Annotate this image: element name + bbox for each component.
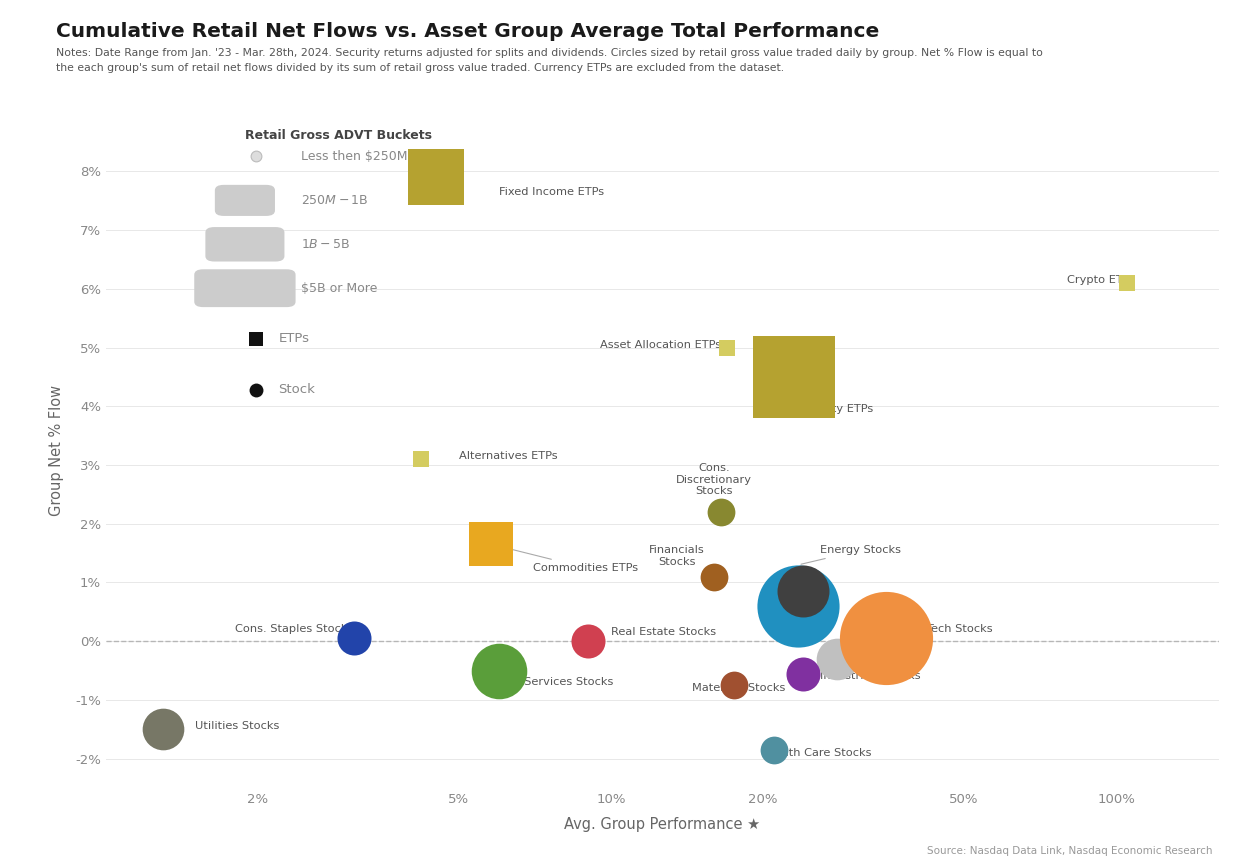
Text: Commodities ETPs: Commodities ETPs [494, 545, 638, 572]
Point [718, 340, 738, 354]
Point [764, 743, 784, 757]
Point [724, 678, 744, 692]
Text: Notes: Date Range from Jan. '23 - Mar. 28th, 2024. Security returns adjusted for: Notes: Date Range from Jan. '23 - Mar. 2… [56, 48, 1042, 58]
Text: Energy Stocks: Energy Stocks [801, 545, 902, 565]
Point [481, 538, 501, 552]
Point [411, 452, 430, 466]
X-axis label: Avg. Group Performance ★: Avg. Group Performance ★ [565, 817, 760, 832]
Point [710, 505, 730, 519]
Point [784, 370, 804, 384]
Text: Comm. Services Stocks: Comm. Services Stocks [480, 677, 613, 688]
FancyBboxPatch shape [205, 227, 285, 262]
Text: the each group's sum of retail net flows divided by its sum of retail gross valu: the each group's sum of retail net flows… [56, 63, 784, 74]
Text: $5B or More: $5B or More [301, 281, 377, 294]
Text: Real Estate Stocks: Real Estate Stocks [611, 627, 717, 637]
Text: Materials Stocks: Materials Stocks [693, 683, 786, 693]
Point [345, 631, 364, 645]
Point [425, 171, 445, 184]
FancyBboxPatch shape [194, 269, 296, 307]
Point [704, 570, 724, 584]
Text: Crypto ETPs: Crypto ETPs [1067, 275, 1136, 285]
Point [577, 634, 597, 648]
Text: $1B - $5B: $1B - $5B [301, 238, 350, 251]
Text: Health Care Stocks: Health Care Stocks [763, 747, 872, 758]
Text: Cons.
Discretionary
Stocks: Cons. Discretionary Stocks [675, 463, 751, 509]
Y-axis label: Group Net % Flow: Group Net % Flow [49, 385, 63, 516]
Text: Asset Allocation ETPs: Asset Allocation ETPs [600, 339, 720, 350]
Text: Utilities Stocks: Utilities Stocks [195, 721, 279, 731]
Text: Stock: Stock [279, 383, 315, 396]
Text: Equity ETPs: Equity ETPs [807, 404, 873, 414]
FancyBboxPatch shape [215, 184, 275, 216]
Point [792, 667, 812, 681]
Point [792, 585, 812, 598]
Text: Industrials Stocks: Industrials Stocks [821, 671, 921, 682]
Text: Alternatives ETPs: Alternatives ETPs [459, 451, 557, 461]
Text: Cons. Staples Stocks: Cons. Staples Stocks [235, 624, 353, 635]
Point [876, 631, 896, 645]
Text: Tech Stocks: Tech Stocks [926, 624, 993, 635]
Text: Financials
Stocks: Financials Stocks [649, 546, 712, 575]
Text: Retail Gross ADVT Buckets: Retail Gross ADVT Buckets [245, 130, 432, 143]
Point [827, 652, 847, 666]
Point [789, 599, 809, 613]
Text: Fixed Income ETPs: Fixed Income ETPs [499, 187, 603, 197]
Text: Source: Nasdaq Data Link, Nasdaq Economic Research: Source: Nasdaq Data Link, Nasdaq Economi… [927, 845, 1213, 856]
Point [153, 722, 173, 736]
Text: Less then $250M: Less then $250M [301, 150, 407, 163]
Text: Cumulative Retail Net Flows vs. Asset Group Average Total Performance: Cumulative Retail Net Flows vs. Asset Gr… [56, 22, 880, 41]
Text: $250M - $1B: $250M - $1B [301, 194, 368, 207]
Text: ETPs: ETPs [279, 333, 310, 346]
Point [489, 663, 509, 677]
Point [1117, 276, 1137, 290]
